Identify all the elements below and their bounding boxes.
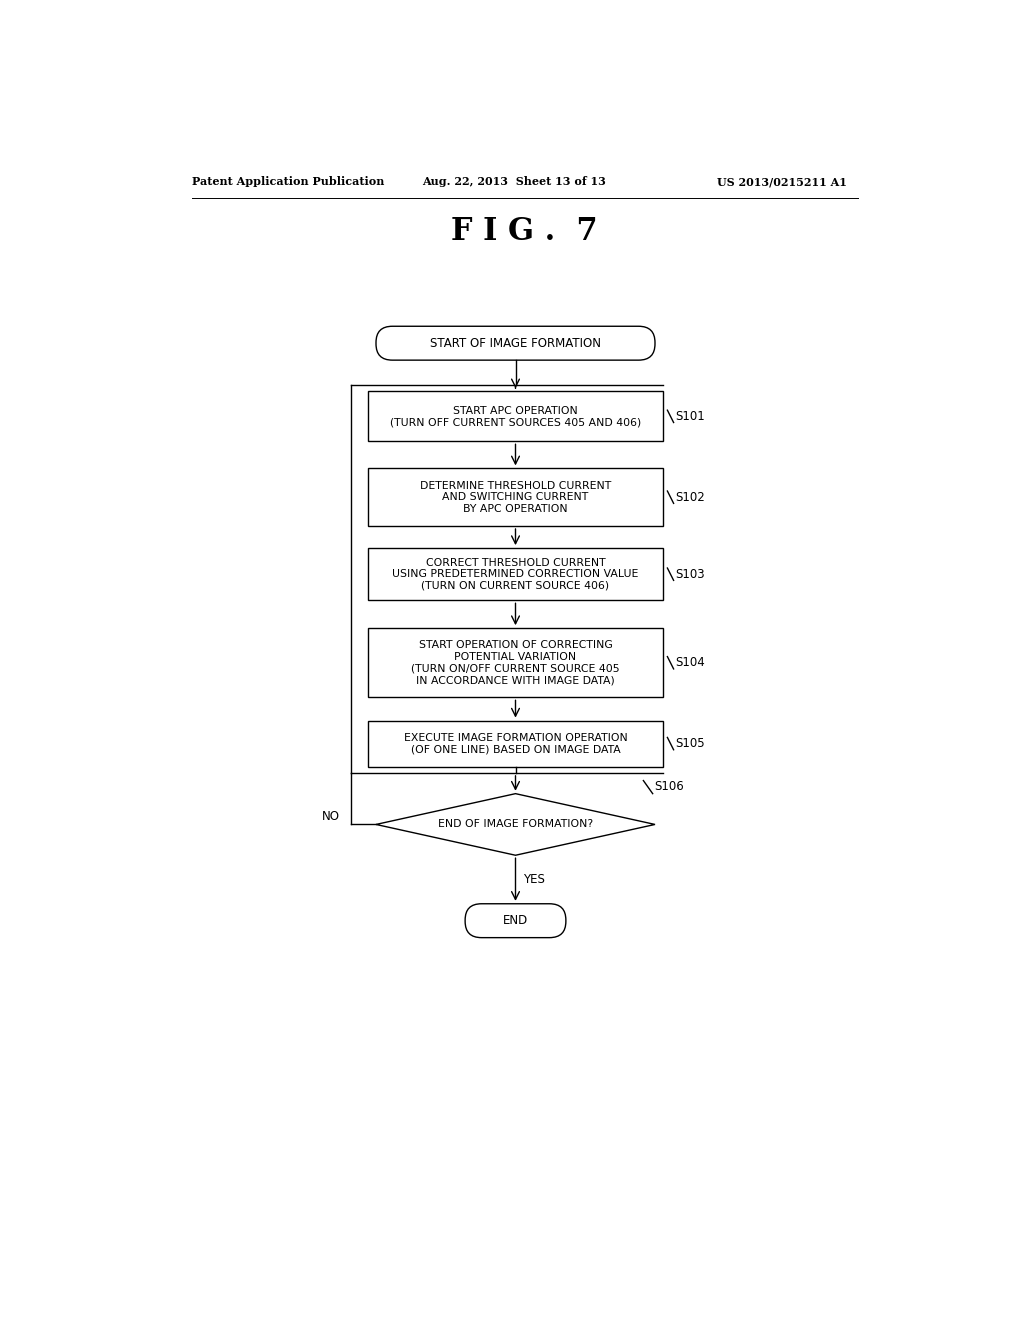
Text: CORRECT THRESHOLD CURRENT
USING PREDETERMINED CORRECTION VALUE
(TURN ON CURRENT : CORRECT THRESHOLD CURRENT USING PREDETER… <box>392 557 639 591</box>
Text: Patent Application Publication: Patent Application Publication <box>191 176 384 187</box>
Text: START APC OPERATION
(TURN OFF CURRENT SOURCES 405 AND 406): START APC OPERATION (TURN OFF CURRENT SO… <box>390 405 641 428</box>
Text: YES: YES <box>523 873 545 886</box>
Text: END: END <box>503 915 528 927</box>
Text: US 2013/0215211 A1: US 2013/0215211 A1 <box>717 176 847 187</box>
Text: F I G .  7: F I G . 7 <box>452 216 598 247</box>
Text: DETERMINE THRESHOLD CURRENT
AND SWITCHING CURRENT
BY APC OPERATION: DETERMINE THRESHOLD CURRENT AND SWITCHIN… <box>420 480 611 513</box>
Text: EXECUTE IMAGE FORMATION OPERATION
(OF ONE LINE) BASED ON IMAGE DATA: EXECUTE IMAGE FORMATION OPERATION (OF ON… <box>403 733 628 755</box>
Text: S103: S103 <box>675 568 705 581</box>
Text: S104: S104 <box>675 656 705 669</box>
Text: END OF IMAGE FORMATION?: END OF IMAGE FORMATION? <box>438 820 593 829</box>
Bar <box>369 391 663 441</box>
Text: S106: S106 <box>654 780 684 793</box>
Text: START OF IMAGE FORMATION: START OF IMAGE FORMATION <box>430 337 601 350</box>
Bar <box>369 721 663 767</box>
Text: S102: S102 <box>675 491 705 504</box>
Text: START OPERATION OF CORRECTING
POTENTIAL VARIATION
(TURN ON/OFF CURRENT SOURCE 40: START OPERATION OF CORRECTING POTENTIAL … <box>412 640 620 685</box>
Bar <box>369 469 663 527</box>
Text: S105: S105 <box>675 737 705 750</box>
FancyBboxPatch shape <box>376 326 655 360</box>
Text: S101: S101 <box>675 409 705 422</box>
Text: NO: NO <box>322 810 340 824</box>
Bar <box>369 628 663 697</box>
Bar <box>369 548 663 601</box>
Text: Aug. 22, 2013  Sheet 13 of 13: Aug. 22, 2013 Sheet 13 of 13 <box>423 176 606 187</box>
Polygon shape <box>376 793 655 855</box>
FancyBboxPatch shape <box>465 904 566 937</box>
